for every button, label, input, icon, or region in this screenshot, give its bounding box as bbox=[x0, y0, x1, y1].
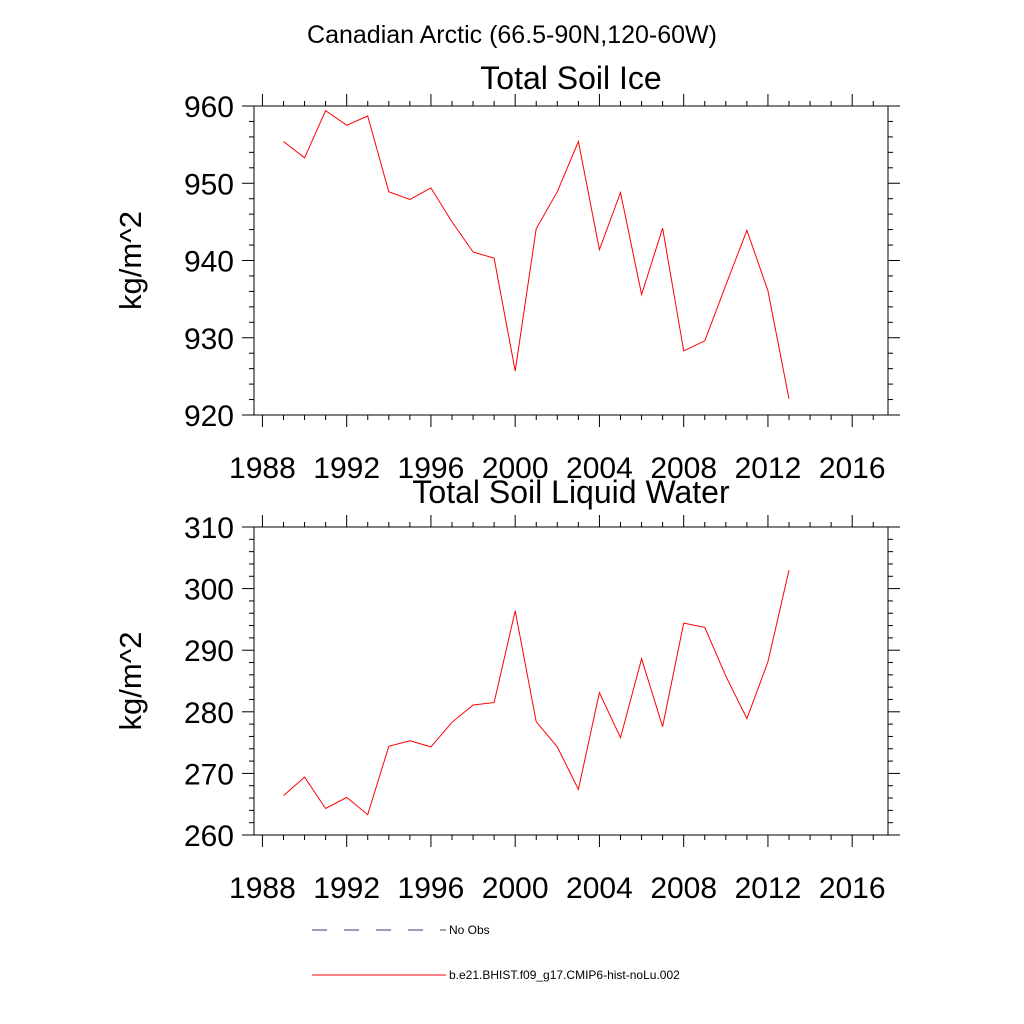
x-tick-label: 2016 bbox=[819, 452, 886, 485]
y-tick-label: 930 bbox=[184, 323, 234, 356]
x-tick-label: 1988 bbox=[229, 872, 296, 905]
legend: No Obs b.e21.BHIST.f09_g17.CMIP6-hist-no… bbox=[312, 923, 680, 982]
series-line-1 bbox=[283, 109, 790, 399]
y-tick-label: 940 bbox=[184, 246, 234, 279]
chart-panels: Total Soil Ice kg/m^2 1988 1992 1996 2000 2004… bbox=[113, 60, 900, 905]
panel-title: Total Soil Liquid Water bbox=[412, 474, 730, 510]
x-tick-label: 1996 bbox=[398, 452, 465, 485]
y-axis-label: kg/m^2 bbox=[113, 632, 148, 731]
x-tick-label: 2004 bbox=[566, 872, 633, 905]
series-line-1 bbox=[283, 569, 790, 816]
x-tick-label: 2016 bbox=[819, 872, 886, 905]
x-tick-label: 1992 bbox=[313, 872, 380, 905]
x-tick-label: 2008 bbox=[650, 452, 717, 485]
x-tick-label: 1996 bbox=[398, 872, 465, 905]
x-tick-label: 1992 bbox=[313, 452, 380, 485]
plot-frame bbox=[253, 105, 889, 416]
legend-label-model-run: b.e21.BHIST.f09_g17.CMIP6-hist-noLu.002 bbox=[449, 968, 680, 982]
legend-label-no-obs: No Obs bbox=[449, 923, 490, 937]
y-tick-label: 920 bbox=[184, 400, 234, 433]
x-tick-label: 2004 bbox=[566, 452, 633, 485]
figure-title: Canadian Arctic (66.5-90N,120-60W) bbox=[307, 21, 717, 49]
panel-1: Total Soil Ice kg/m^2 1988 1992 1996 2000 2004… bbox=[113, 60, 900, 485]
y-tick-label: 280 bbox=[184, 697, 234, 730]
x-tick-label: 2000 bbox=[482, 452, 549, 485]
y-tick-label: 960 bbox=[184, 91, 234, 124]
y-tick-label: 300 bbox=[184, 574, 234, 607]
y-axis-label: kg/m^2 bbox=[113, 211, 148, 310]
panel-2: Total Soil Liquid Water kg/m^2 1988 1992 199… bbox=[113, 474, 900, 905]
x-tick-label: 2012 bbox=[735, 872, 802, 905]
x-tick-label: 2008 bbox=[650, 872, 717, 905]
y-tick-label: 270 bbox=[184, 758, 234, 791]
x-tick-label: 1988 bbox=[229, 452, 296, 485]
x-tick-label: 2000 bbox=[482, 872, 549, 905]
plot-frame bbox=[253, 526, 889, 836]
y-tick-label: 950 bbox=[184, 168, 234, 201]
panel-title: Total Soil Ice bbox=[480, 60, 661, 96]
x-tick-label: 2012 bbox=[735, 452, 802, 485]
y-tick-label: 290 bbox=[184, 635, 234, 668]
y-tick-label: 310 bbox=[184, 512, 234, 545]
y-tick-label: 260 bbox=[184, 820, 234, 853]
